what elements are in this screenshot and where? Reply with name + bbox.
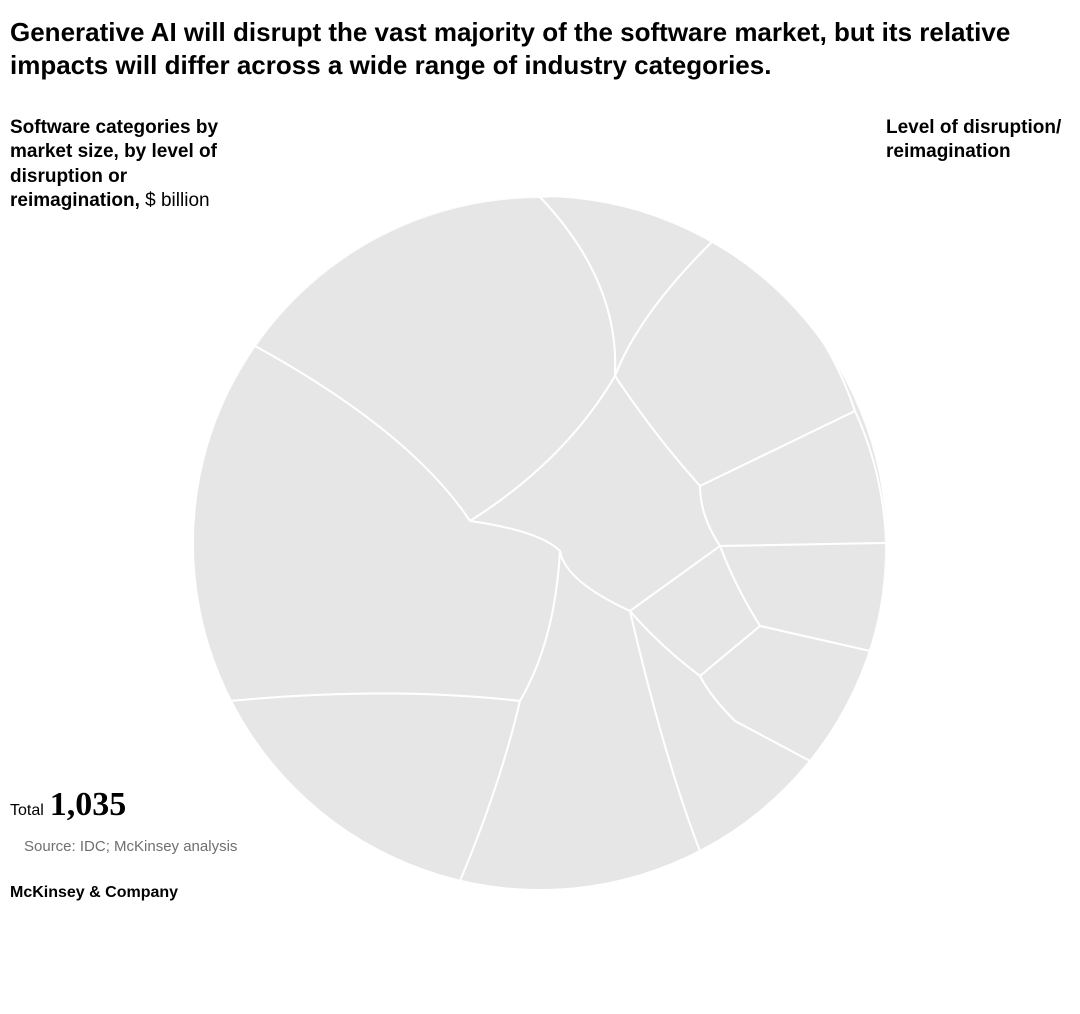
voronoi-svg xyxy=(0,81,1080,1009)
voronoi-segments xyxy=(193,196,887,890)
brand-label: McKinsey & Company xyxy=(10,884,178,902)
voronoi-treemap-chart xyxy=(0,81,1080,1014)
source-note: Source: IDC; McKinsey analysis xyxy=(24,838,237,855)
chart-headline: Generative AI will disrupt the vast majo… xyxy=(0,0,1080,81)
total-label: Total xyxy=(10,802,44,820)
total-value: 1,035 xyxy=(50,786,127,824)
total-block: Total 1,035 xyxy=(10,786,126,824)
